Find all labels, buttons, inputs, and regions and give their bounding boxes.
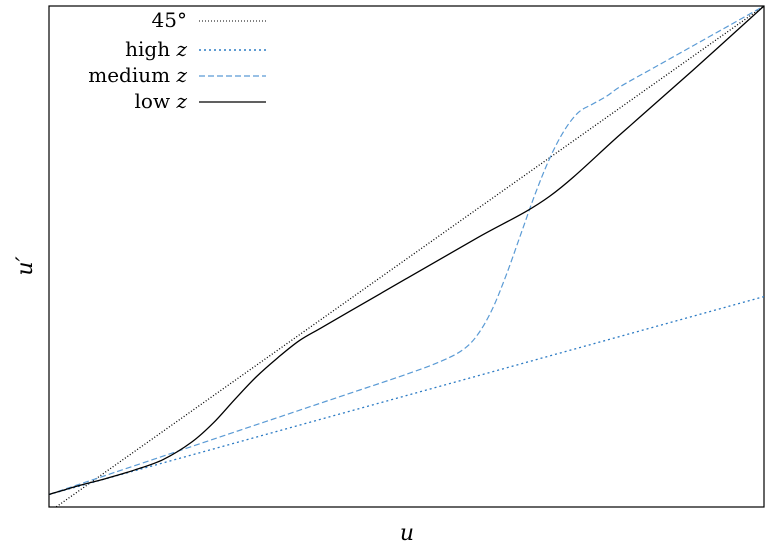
legend-label-high-z: high z (125, 37, 187, 61)
y-axis-label: u′ (13, 256, 38, 275)
series-line-high-z (49, 295, 764, 496)
series-line-45-degree (54, 6, 764, 507)
legend-item-low-z: low z (135, 89, 266, 113)
legend: 45° high z medium z low z (88, 8, 266, 113)
legend-item-45: 45° (152, 8, 266, 32)
series-line-medium-z (49, 6, 764, 496)
legend-item-high-z: high z (125, 37, 266, 61)
series-layer (49, 6, 764, 507)
legend-label-medium-z: medium z (88, 63, 187, 87)
legend-item-medium-z: medium z (88, 63, 266, 87)
legend-label-45: 45° (152, 8, 187, 32)
x-axis-label: u (400, 521, 414, 546)
series-line-low-z (49, 6, 764, 496)
legend-label-low-z: low z (135, 89, 188, 113)
plot-frame (48, 5, 765, 508)
